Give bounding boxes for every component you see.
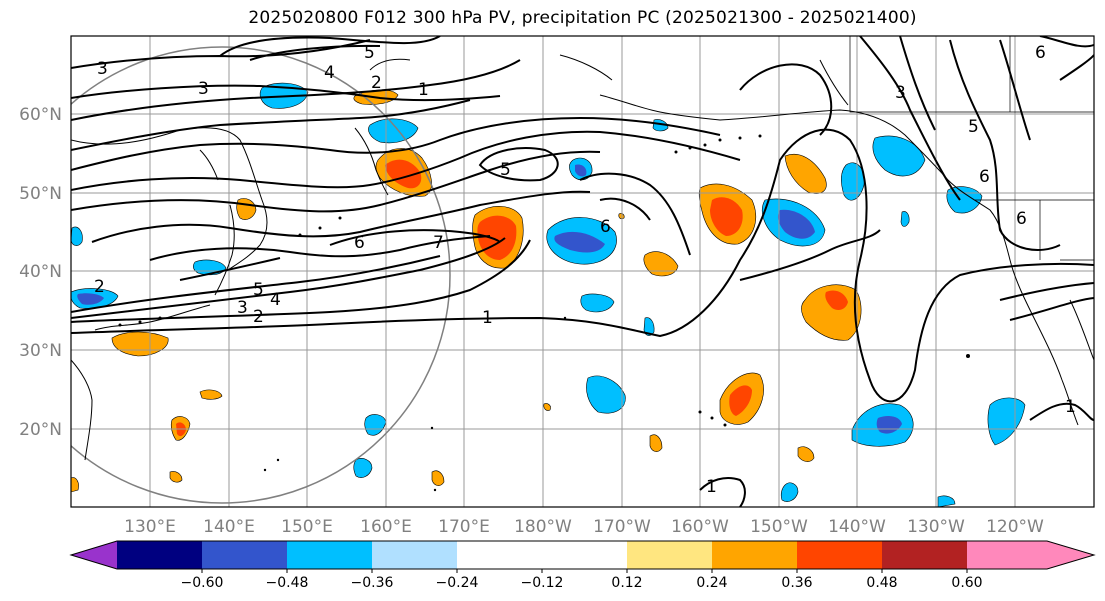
colorbar-bin [797, 541, 882, 569]
lon-label: 170°W [593, 517, 651, 537]
lon-label: 140°E [203, 517, 255, 537]
colorbar-bin [882, 541, 967, 569]
colorbar-tick-label: 0.36 [781, 575, 812, 591]
contour-label: 4 [270, 290, 281, 310]
colorbar-bin [457, 541, 542, 569]
lat-label: 60°N [19, 105, 62, 125]
contour-label: 1 [1065, 397, 1076, 417]
contour-label: 5 [968, 117, 979, 137]
colorbar-tick-label: −0.12 [521, 575, 564, 591]
lon-label: 120°W [986, 517, 1044, 537]
contour-label: 3 [895, 83, 906, 103]
map-title: 2025020800 F012 300 hPa PV, precipitatio… [248, 8, 917, 28]
contour-label: 6 [979, 167, 990, 187]
pv-contours [71, 36, 1094, 507]
map-frame [70, 35, 1095, 508]
pv-contour-labels: 3 3 5 4 2 1 5 6 7 6 5 4 3 2 2 1 3 5 6 6 … [94, 43, 1076, 497]
coastlines [71, 54, 1094, 461]
lon-label: 150°W [750, 517, 808, 537]
colorbar-bin [712, 541, 797, 569]
colorbar-bin [627, 541, 712, 569]
lon-label: 160°W [671, 517, 729, 537]
contour-label: 6 [1035, 43, 1046, 63]
lat-label: 50°N [19, 184, 62, 204]
colorbar-bin [372, 541, 457, 569]
contour-label: 1 [482, 308, 493, 328]
contour-label: 2 [371, 73, 382, 93]
colorbar-tick-label: 0.24 [696, 575, 727, 591]
colorbar-bin [967, 541, 1047, 569]
colorbar-bin [542, 541, 627, 569]
longitude-labels: 130°E 140°E 150°E 160°E 170°E 180°W 170°… [124, 517, 1044, 537]
contour-label: 2 [253, 307, 264, 327]
colorbar-bin [287, 541, 372, 569]
colorbar-tick-label: 0.60 [951, 575, 982, 591]
colorbar-extend-right [1047, 541, 1094, 569]
colorbar: −0.60 −0.48 −0.36 −0.24 −0.12 0.12 0.24 … [69, 540, 1096, 591]
contour-label: 1 [706, 477, 717, 497]
lon-label: 140°W [828, 517, 886, 537]
colorbar-tick-label: 0.48 [866, 575, 897, 591]
gridlines [71, 36, 1094, 507]
colorbar-bin [202, 541, 287, 569]
lon-label: 160°E [360, 517, 412, 537]
contour-label: 4 [324, 63, 335, 83]
contour-label: 1 [418, 80, 429, 100]
colorbar-tick-label: −0.24 [436, 575, 479, 591]
contour-label: 3 [237, 298, 248, 318]
contour-label: 6 [600, 217, 611, 237]
lon-label: 170°E [438, 517, 490, 537]
lat-label: 30°N [19, 341, 62, 361]
contour-label: 3 [97, 59, 108, 79]
contour-label: 5 [500, 160, 511, 180]
colorbar-tick-label: −0.36 [351, 575, 394, 591]
contour-label: 6 [354, 233, 365, 253]
lon-label: 150°E [281, 517, 333, 537]
colorbar-tick-label: −0.48 [266, 575, 309, 591]
contour-label: 5 [364, 43, 375, 63]
colorbar-outline [69, 540, 1096, 570]
contour-label: 5 [253, 280, 264, 300]
colorbar-bin [117, 541, 202, 569]
colorbar-tick-label: 0.12 [611, 575, 642, 591]
lon-label: 130°W [907, 517, 965, 537]
colorbar-tick-label: −0.60 [181, 575, 224, 591]
lat-label: 40°N [19, 262, 62, 282]
lon-label: 180°W [514, 517, 572, 537]
colorbar-extend-left [71, 541, 117, 569]
radius-circle [71, 46, 451, 504]
contour-label: 3 [198, 79, 209, 99]
contour-label: 6 [1016, 209, 1027, 229]
lat-label: 20°N [19, 420, 62, 440]
contour-label: 7 [433, 233, 444, 253]
lon-label: 130°E [124, 517, 176, 537]
latitude-labels: 60°N 50°N 40°N 30°N 20°N [19, 105, 62, 440]
contour-label: 2 [94, 277, 105, 297]
